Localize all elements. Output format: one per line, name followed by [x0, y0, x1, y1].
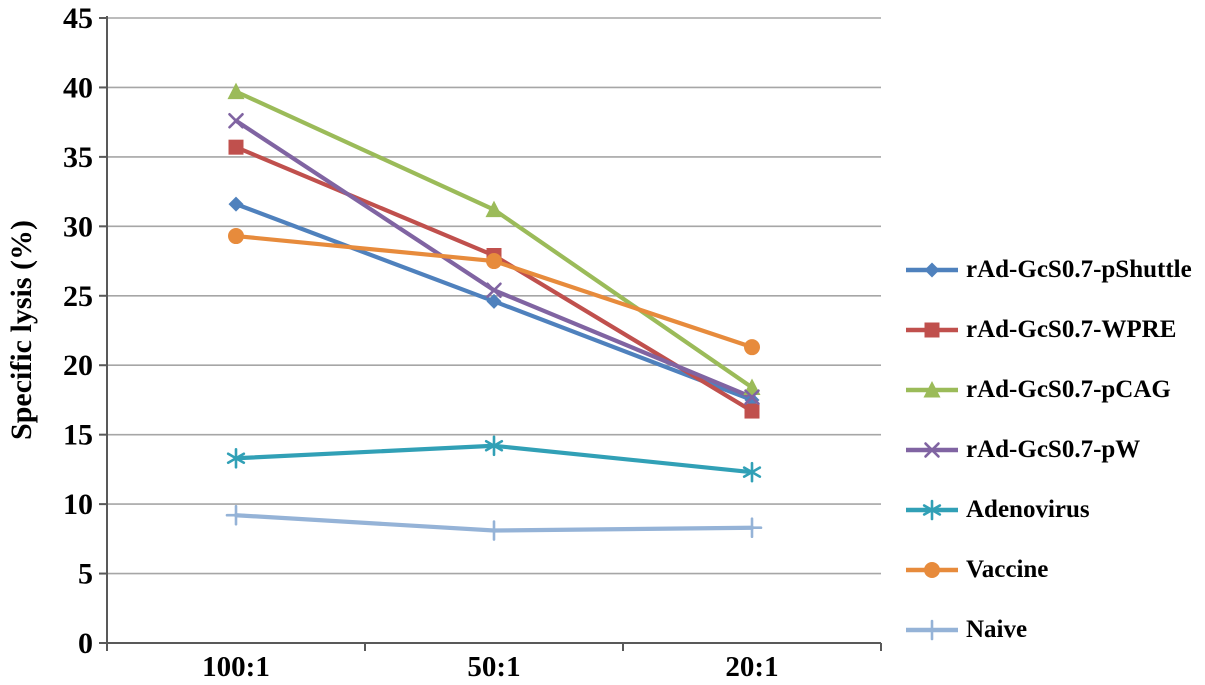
triangle-marker-icon	[923, 381, 941, 398]
legend-key-square	[906, 322, 958, 338]
legend-item-rad-gcs0-7-pcag: rAd-GcS0.7-pCAG	[905, 360, 1192, 420]
circle-marker-icon	[744, 339, 760, 356]
legend-key-diamond	[906, 262, 958, 278]
asterisk-marker-icon	[484, 435, 504, 457]
series-markers	[225, 82, 763, 541]
triangle-marker-icon	[227, 82, 245, 100]
y-axis-tick-label: 40	[63, 71, 93, 104]
square-marker-icon	[744, 403, 760, 419]
y-axis-tick-label: 15	[63, 419, 93, 452]
x-axis-tick-label: 100:1	[202, 651, 270, 683]
x-axis-tick-label: 20:1	[725, 651, 778, 683]
legend-key-x	[906, 442, 958, 458]
y-axis-tick-label: 45	[63, 2, 93, 35]
circle-marker-icon	[924, 562, 940, 578]
asterisk-marker-icon	[226, 447, 246, 469]
triangle-marker-icon	[743, 378, 761, 395]
x-axis-tick-label: 50:1	[467, 651, 520, 683]
legend-label: rAd-GcS0.7-pW	[966, 436, 1141, 463]
y-axis-tick-label: 35	[63, 141, 93, 174]
legend-label: Adenovirus	[966, 496, 1090, 523]
asterisk-marker-icon	[922, 499, 942, 521]
triangle-marker-icon	[485, 200, 503, 218]
legend-label: rAd-GcS0.7-WPRE	[966, 316, 1177, 343]
x-marker-icon	[486, 282, 502, 299]
plus-marker-icon	[225, 504, 247, 526]
x-marker-icon	[924, 442, 940, 458]
square-marker-icon	[924, 322, 940, 338]
legend-item-rad-gcs0-7-pw: rAd-GcS0.7-pW	[905, 420, 1192, 480]
legend-label: rAd-GcS0.7-pCAG	[966, 376, 1171, 403]
legend-key-asterisk	[906, 499, 958, 521]
legend-key-plus	[906, 619, 958, 641]
circle-marker-icon	[486, 253, 502, 270]
square-marker-icon	[228, 139, 244, 155]
asterisk-marker-icon	[742, 461, 762, 483]
diamond-marker-icon	[486, 293, 502, 309]
axes: 0 5 10 15 20 25 30 35 40 45 100:1 50:1 20:1	[63, 2, 882, 683]
legend-label: rAd-GcS0.7-pShuttle	[966, 256, 1192, 283]
y-axis-tick-label: 25	[63, 280, 93, 313]
circle-marker-icon	[228, 228, 244, 245]
legend-item-naive: Naive	[905, 600, 1192, 660]
legend-item-adenovirus: Adenovirus	[905, 480, 1192, 540]
y-axis-tick-label: 5	[78, 558, 93, 591]
diamond-marker-icon	[228, 196, 244, 212]
plus-marker-icon	[483, 520, 505, 541]
series-line-rAd-GcS0.7-pCAG	[233, 89, 755, 390]
legend-item-rad-gcs0-7-wpre: rAd-GcS0.7-WPRE	[905, 300, 1192, 360]
plus-marker-icon	[921, 619, 943, 641]
chart-legend: rAd-GcS0.7-pShuttle rAd-GcS0.7-WPRE rAd-Gc…	[905, 240, 1192, 660]
legend-key-triangle	[906, 381, 958, 398]
y-axis-tick-label: 20	[63, 349, 93, 382]
legend-key-circle	[906, 562, 958, 578]
x-marker-icon	[744, 389, 760, 405]
x-marker-icon	[228, 112, 244, 129]
diamond-marker-icon	[924, 262, 940, 278]
y-axis-tick-label: 30	[63, 210, 93, 243]
y-axis-tick-label: 0	[78, 627, 93, 660]
plus-marker-icon	[741, 517, 763, 539]
legend-label: Vaccine	[966, 556, 1049, 583]
y-axis-tick-label: 10	[63, 488, 93, 521]
legend-item-vaccine: Vaccine	[905, 540, 1192, 600]
legend-item-rad-gcs0-7-pshuttle: rAd-GcS0.7-pShuttle	[905, 240, 1192, 300]
legend-label: Naive	[966, 616, 1028, 643]
